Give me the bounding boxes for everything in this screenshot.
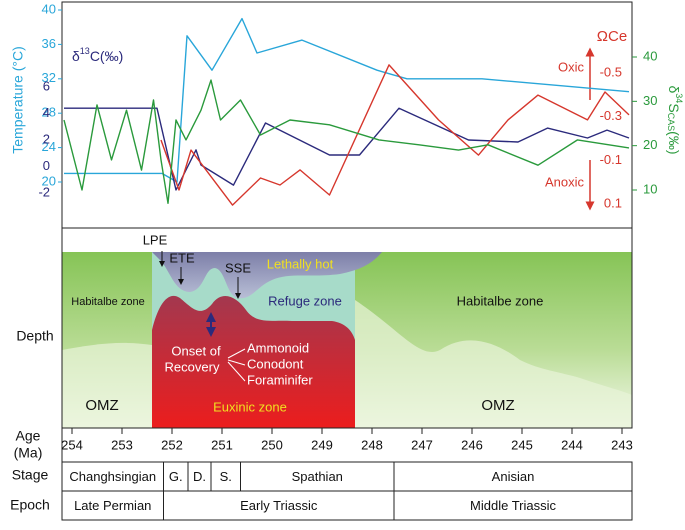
x-axis-unit: (Ma) (14, 445, 43, 461)
zone-label: Habitalbe zone (71, 296, 144, 308)
y-tick-label: 32 (42, 70, 56, 85)
x-tick-label: 243 (611, 437, 633, 452)
time-label: S. (220, 469, 232, 484)
x-tick-label: 250 (261, 437, 283, 452)
zone-label: Conodont (247, 356, 304, 371)
time-label: Spathian (292, 469, 343, 484)
y-tick-label: 4 (43, 105, 50, 120)
zone-label: OMZ (85, 397, 118, 414)
title-part: δ (666, 86, 682, 94)
y-tick-label: 40 (42, 1, 56, 16)
zone-label: Refuge zone (268, 293, 342, 308)
event-label: ETE (169, 250, 195, 265)
time-label: Middle Triassic (470, 498, 556, 513)
depth-panel: LPE ETE SSE Lethally hot Refuge zone Hab… (62, 232, 632, 428)
depth-frame (61, 227, 633, 429)
data-line (160, 64, 630, 206)
zone-label: Recovery (165, 359, 220, 374)
time-label: D. (193, 469, 206, 484)
title-part: (‰) (666, 131, 682, 154)
row-label: Stage (12, 467, 49, 483)
x-tick-label: 251 (211, 437, 233, 452)
annotation: Anoxic (545, 174, 585, 189)
y-tick-label: -0.5 (600, 64, 622, 79)
omz-area (355, 300, 632, 428)
title-part: C(‰) (90, 48, 123, 64)
x-tick-label: 248 (361, 437, 383, 452)
y-tick-label: 0.1 (604, 195, 622, 210)
lethal-area (152, 252, 382, 299)
title-part: δ (72, 48, 80, 64)
y-tick-label: 0 (43, 158, 50, 173)
data-line (63, 79, 630, 205)
y-tick-label: -0.1 (600, 152, 622, 167)
x-tick-label: 246 (461, 437, 483, 452)
y-axis-title: ΩCe (597, 28, 627, 45)
zone-label: Ammonoid (247, 340, 309, 355)
x-tick-label: 244 (561, 437, 583, 452)
row-label: Epoch (10, 497, 50, 513)
event-label: LPE (143, 232, 168, 247)
time-label: G. (169, 469, 183, 484)
x-tick-label: 254 (61, 437, 83, 452)
zone-label: Euxinic zone (213, 399, 287, 414)
y-tick-label: 10 (643, 181, 657, 196)
x-tick-label: 247 (411, 437, 433, 452)
x-tick-label: 253 (111, 437, 133, 452)
time-label: Late Permian (74, 498, 151, 513)
y-tick-label: 20 (643, 137, 657, 152)
omz-area (62, 342, 152, 428)
time-label: Anisian (492, 469, 535, 484)
annotation: Oxic (558, 59, 585, 74)
y-tick-label: 24 (42, 139, 56, 154)
event-label: SSE (225, 260, 251, 275)
euxinic-area (152, 295, 355, 428)
time-cell (393, 490, 633, 521)
time-label: Changhsingian (69, 469, 156, 484)
data-line (64, 107, 630, 191)
y-tick-label: 6 (43, 78, 50, 93)
y-tick-label: 30 (643, 93, 657, 108)
y-tick-label: 2 (43, 131, 50, 146)
title-part: 34 (674, 93, 684, 103)
x-axis-label: Age (16, 428, 41, 444)
title-part: CAS (666, 113, 676, 132)
y-tick-label: 28 (42, 105, 56, 120)
x-tick-label: 249 (311, 437, 333, 452)
zone-label: Onset of (171, 343, 221, 358)
y-tick-label: -2 (38, 184, 50, 199)
y-tick-label: 36 (42, 36, 56, 51)
row-label: Depth (16, 328, 53, 344)
curves (63, 17, 630, 206)
x-tick-label: 252 (161, 437, 183, 452)
zone-label: Foraminifer (247, 372, 313, 387)
time-label: Early Triassic (240, 498, 318, 513)
y-axis-title: Temperature (°C) (10, 46, 26, 154)
zone-label: Lethally hot (267, 256, 334, 271)
zone-label: Habitalbe zone (457, 293, 544, 308)
x-tick-label: 245 (511, 437, 533, 452)
y-axis-title: δ13C(‰) (72, 46, 123, 63)
zone-label: OMZ (481, 397, 514, 414)
y-tick-label: 40 (643, 48, 657, 63)
title-part: S (666, 103, 682, 112)
title-part: 13 (80, 46, 90, 56)
bracket-lines (227, 348, 246, 382)
y-axis-title: δ34SCAS(‰) (666, 86, 684, 155)
y-tick-label: -0.3 (600, 108, 622, 123)
top-frame (61, 1, 633, 229)
y-tick-label: 20 (42, 173, 56, 188)
